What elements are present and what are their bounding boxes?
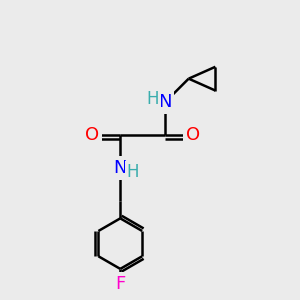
- Text: H: H: [146, 90, 159, 108]
- Text: O: O: [186, 126, 200, 144]
- Text: F: F: [115, 275, 125, 293]
- Text: N: N: [113, 159, 127, 177]
- Text: H: H: [127, 163, 139, 181]
- Text: O: O: [85, 126, 99, 144]
- Text: N: N: [158, 93, 172, 111]
